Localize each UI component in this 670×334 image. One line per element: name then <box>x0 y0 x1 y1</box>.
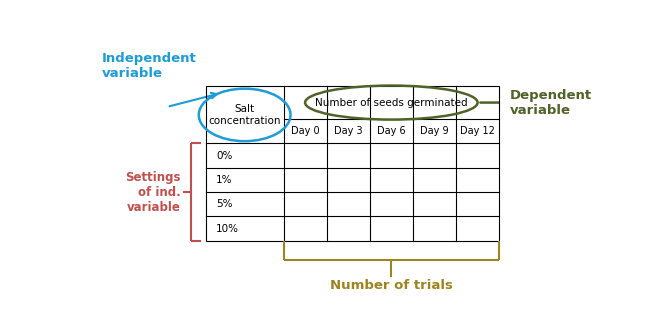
Text: Settings
of ind.
variable: Settings of ind. variable <box>125 171 181 213</box>
Text: Dependent
variable: Dependent variable <box>509 89 592 117</box>
Text: Salt
concentration: Salt concentration <box>208 104 281 126</box>
Text: 10%: 10% <box>216 223 239 233</box>
Text: Day 3: Day 3 <box>334 126 362 136</box>
Bar <box>206 87 499 241</box>
Text: 0%: 0% <box>216 151 232 161</box>
Text: Day 12: Day 12 <box>460 126 495 136</box>
Text: Day 9: Day 9 <box>420 126 449 136</box>
Text: Independent
variable: Independent variable <box>102 52 197 79</box>
Text: Number of seeds germinated: Number of seeds germinated <box>315 98 468 108</box>
Text: Number of trials: Number of trials <box>330 279 453 292</box>
Text: Day 6: Day 6 <box>377 126 405 136</box>
Text: Day 0: Day 0 <box>291 126 320 136</box>
Text: 5%: 5% <box>216 199 232 209</box>
Text: 1%: 1% <box>216 175 232 185</box>
Bar <box>206 87 499 241</box>
